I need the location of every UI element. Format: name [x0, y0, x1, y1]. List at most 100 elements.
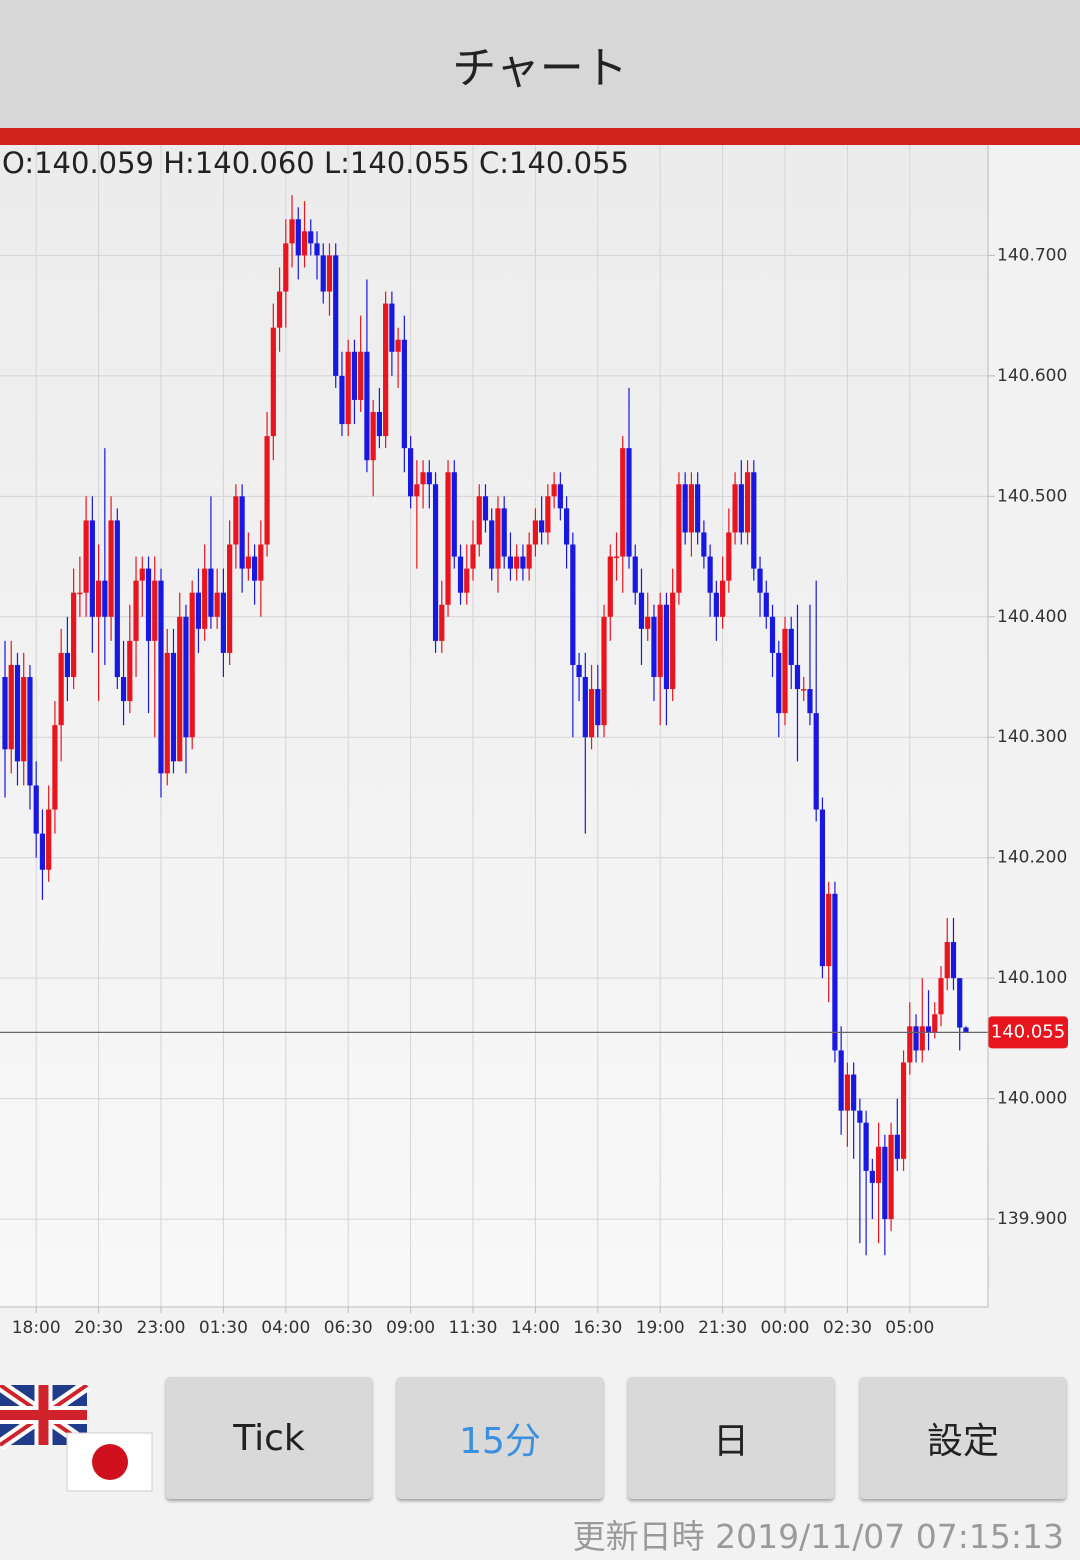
- candle-body: [632, 556, 638, 593]
- candle-body: [276, 291, 283, 328]
- settings-button[interactable]: 設定: [860, 1377, 1066, 1499]
- y-tick-label: 140.300: [997, 727, 1067, 747]
- y-tick-label: 139.900: [997, 1209, 1067, 1229]
- candle-body: [663, 604, 670, 690]
- candle-body: [389, 303, 395, 352]
- candle-body: [482, 496, 489, 521]
- candle-body: [77, 592, 83, 595]
- candle-body: [707, 556, 713, 593]
- candle-body: [857, 1110, 863, 1123]
- candle-body: [445, 472, 451, 605]
- candle-body: [888, 1134, 894, 1220]
- candle-body: [177, 616, 183, 762]
- candle-body: [919, 1026, 925, 1051]
- candle-body: [46, 809, 52, 870]
- candle-body: [539, 520, 545, 533]
- x-tick-label: 01:30: [199, 1318, 248, 1338]
- x-tick-label: 23:00: [137, 1318, 186, 1338]
- candle-body: [8, 664, 14, 750]
- candle-body: [227, 544, 233, 653]
- candle-body: [638, 592, 645, 629]
- candle-body: [158, 580, 164, 774]
- 15min-button[interactable]: 15分: [397, 1377, 603, 1499]
- candle-body: [925, 1026, 932, 1033]
- candle-body: [133, 580, 139, 641]
- candle-body: [726, 532, 732, 581]
- candle-body: [414, 484, 420, 497]
- candle-body: [701, 532, 707, 557]
- y-tick-label: 140.600: [997, 366, 1067, 386]
- plot-area: [0, 145, 988, 1307]
- candle-body: [882, 1146, 888, 1220]
- candle-body: [145, 568, 152, 641]
- candle-body: [220, 592, 226, 653]
- candle-body: [233, 496, 239, 545]
- candle-body: [570, 544, 576, 665]
- candle-body: [520, 556, 526, 569]
- candle-body: [283, 243, 289, 292]
- candle-body: [364, 351, 370, 461]
- candle-body: [376, 412, 382, 437]
- candle-body: [507, 556, 514, 569]
- x-tick-label: 21:30: [698, 1318, 747, 1338]
- candle-body: [96, 580, 102, 617]
- candle-body: [763, 592, 769, 617]
- candle-body: [551, 484, 557, 497]
- candle-body: [326, 255, 333, 292]
- y-tick-label: 140.400: [997, 607, 1067, 627]
- candle-body: [58, 652, 64, 726]
- candle-body: [769, 616, 776, 653]
- candle-body: [832, 893, 838, 1051]
- candle-body: [957, 978, 963, 1028]
- candle-body: [688, 484, 694, 533]
- app-header: チャート: [0, 0, 1080, 128]
- candle-body: [801, 689, 807, 691]
- candle-body: [851, 1074, 857, 1111]
- candle-body: [301, 231, 308, 256]
- candle-body: [439, 604, 445, 641]
- candle-body: [607, 556, 613, 617]
- day-button[interactable]: 日: [628, 1377, 834, 1499]
- candle-body: [83, 520, 89, 593]
- x-tick-label: 18:00: [12, 1318, 61, 1338]
- candle-body: [89, 520, 95, 617]
- candle-body: [776, 652, 782, 714]
- candle-body: [339, 375, 345, 425]
- candle-body: [595, 689, 601, 726]
- candle-body: [813, 713, 819, 810]
- candle-body: [932, 1014, 938, 1033]
- candle-body: [913, 1026, 919, 1051]
- candle-body: [258, 544, 264, 581]
- candle-body: [950, 942, 957, 979]
- candle-body: [208, 568, 214, 617]
- candle-body: [489, 520, 495, 569]
- candle-body: [751, 472, 757, 569]
- candle-body: [564, 508, 570, 545]
- candle-body: [164, 652, 170, 774]
- candle-body: [757, 568, 763, 593]
- candle-body: [869, 1170, 875, 1183]
- candle-body: [682, 484, 688, 533]
- candle-body: [495, 508, 501, 569]
- x-tick-label: 16:30: [573, 1318, 622, 1338]
- y-tick-label: 140.100: [997, 968, 1067, 988]
- candle-body: [420, 472, 426, 485]
- candle-body: [657, 604, 663, 678]
- current-price-label: 140.055: [991, 1021, 1065, 1042]
- candle-body: [900, 1062, 907, 1159]
- y-tick-label: 140.000: [997, 1089, 1067, 1109]
- candle-body: [33, 785, 39, 834]
- candle-body: [320, 255, 326, 292]
- candle-body: [432, 484, 439, 641]
- candle-body: [844, 1074, 850, 1111]
- current-price-badge: [988, 1016, 1068, 1049]
- candle-body: [826, 893, 832, 967]
- candle-body: [308, 231, 314, 244]
- candle-body: [620, 448, 626, 557]
- candle-body: [907, 1026, 913, 1063]
- y-tick-label: 140.700: [997, 245, 1067, 265]
- candle-body: [14, 664, 21, 762]
- title: チャート: [452, 43, 628, 94]
- candle-body: [514, 556, 520, 569]
- tick-button[interactable]: Tick: [166, 1377, 372, 1499]
